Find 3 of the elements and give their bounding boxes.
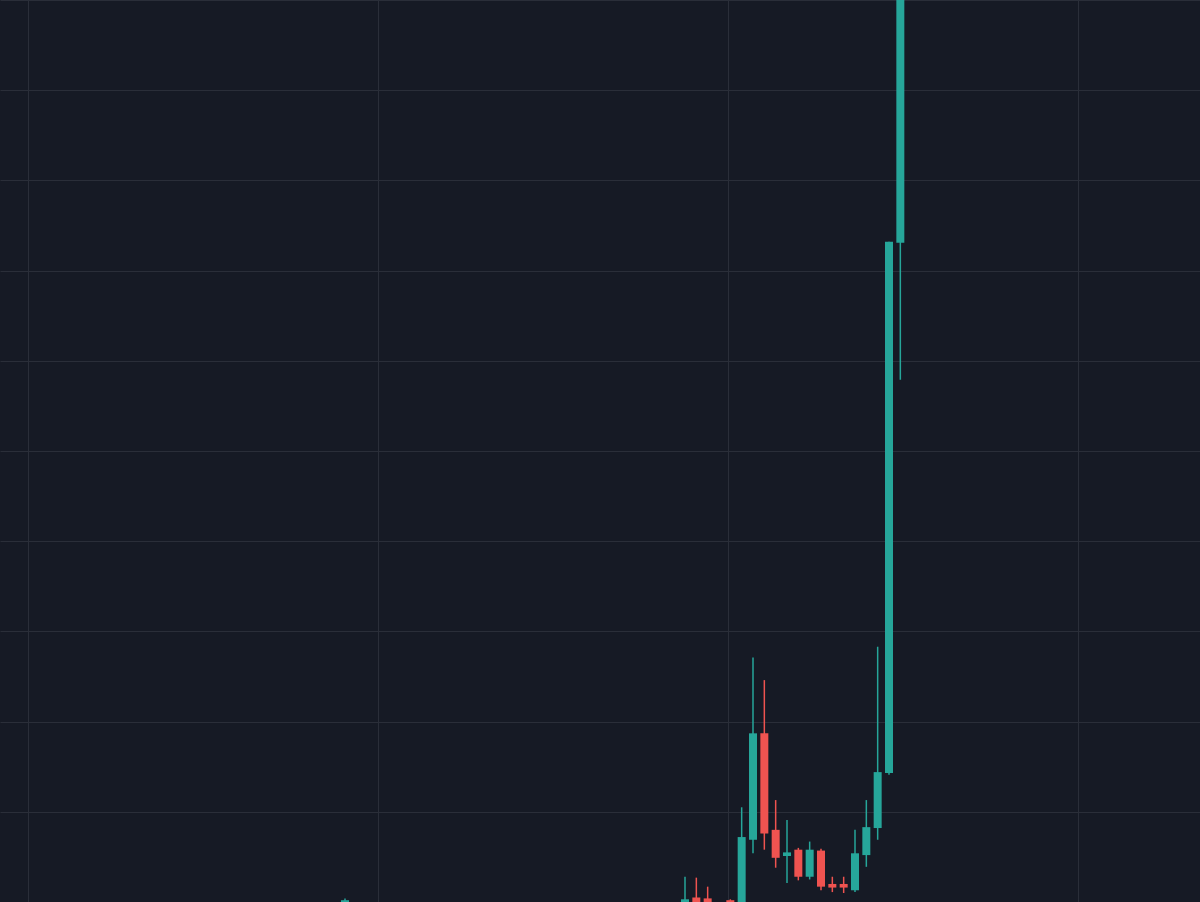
candlestick	[692, 876, 701, 902]
candlestick	[783, 819, 791, 884]
candlestick	[681, 875, 689, 902]
